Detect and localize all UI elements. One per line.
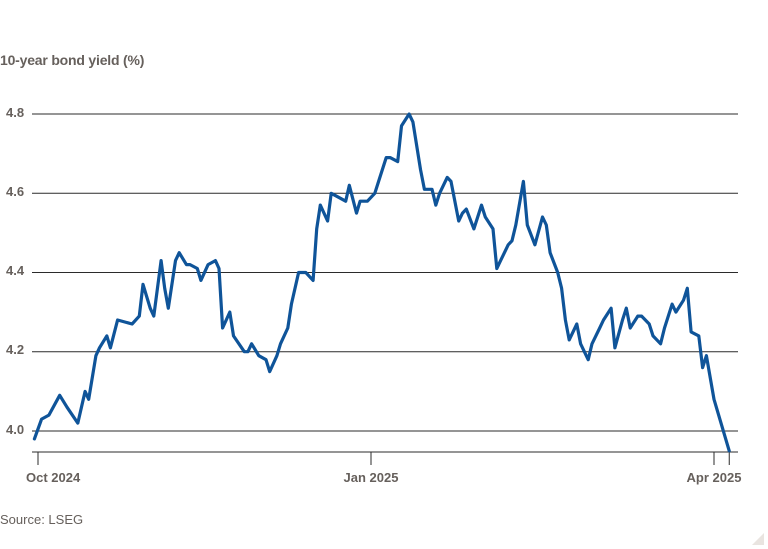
x-tick-label: Jan 2025 [343,470,399,485]
x-tick-label: Apr 2025 [686,470,742,485]
y-tick-label: 4.6 [6,184,25,199]
corner-marker-icon [752,533,764,545]
y-tick-label: 4.2 [6,342,25,357]
x-axis [32,451,738,465]
source-note: Source: LSEG [0,512,84,527]
gridlines [32,113,738,432]
y-tick-label: 4.8 [6,105,25,120]
y-axis-label: 10-year bond yield (%) [0,52,145,68]
y-tick-label: 4.4 [6,263,25,278]
y-tick-label: 4.0 [6,422,25,437]
bond-yield-line [32,112,731,453]
x-tick-label: Oct 2024 [26,470,81,485]
